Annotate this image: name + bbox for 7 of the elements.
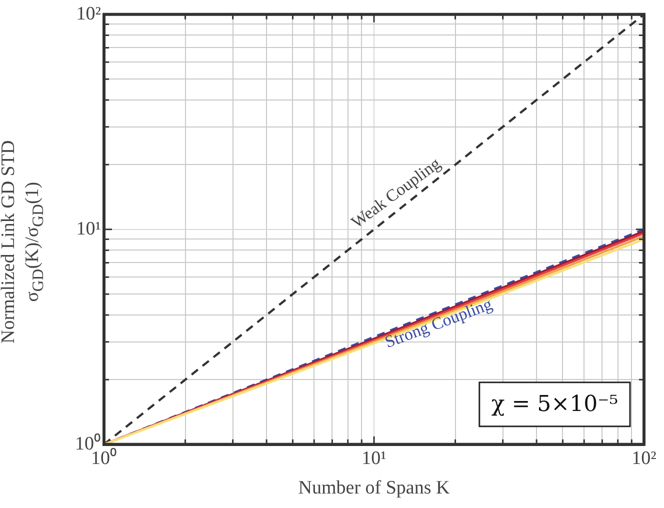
annotation: Strong Coupling [382, 294, 496, 352]
annotation: χ = 5×10⁻⁵ [491, 392, 618, 418]
y-tick-label: 10¹ [76, 218, 102, 240]
y-tick-label: 10² [76, 3, 102, 24]
x-axis-title: Number of Spans K [298, 478, 450, 499]
x-tick-label: 10¹ [362, 448, 387, 469]
x-tick-label: 10² [632, 448, 657, 469]
